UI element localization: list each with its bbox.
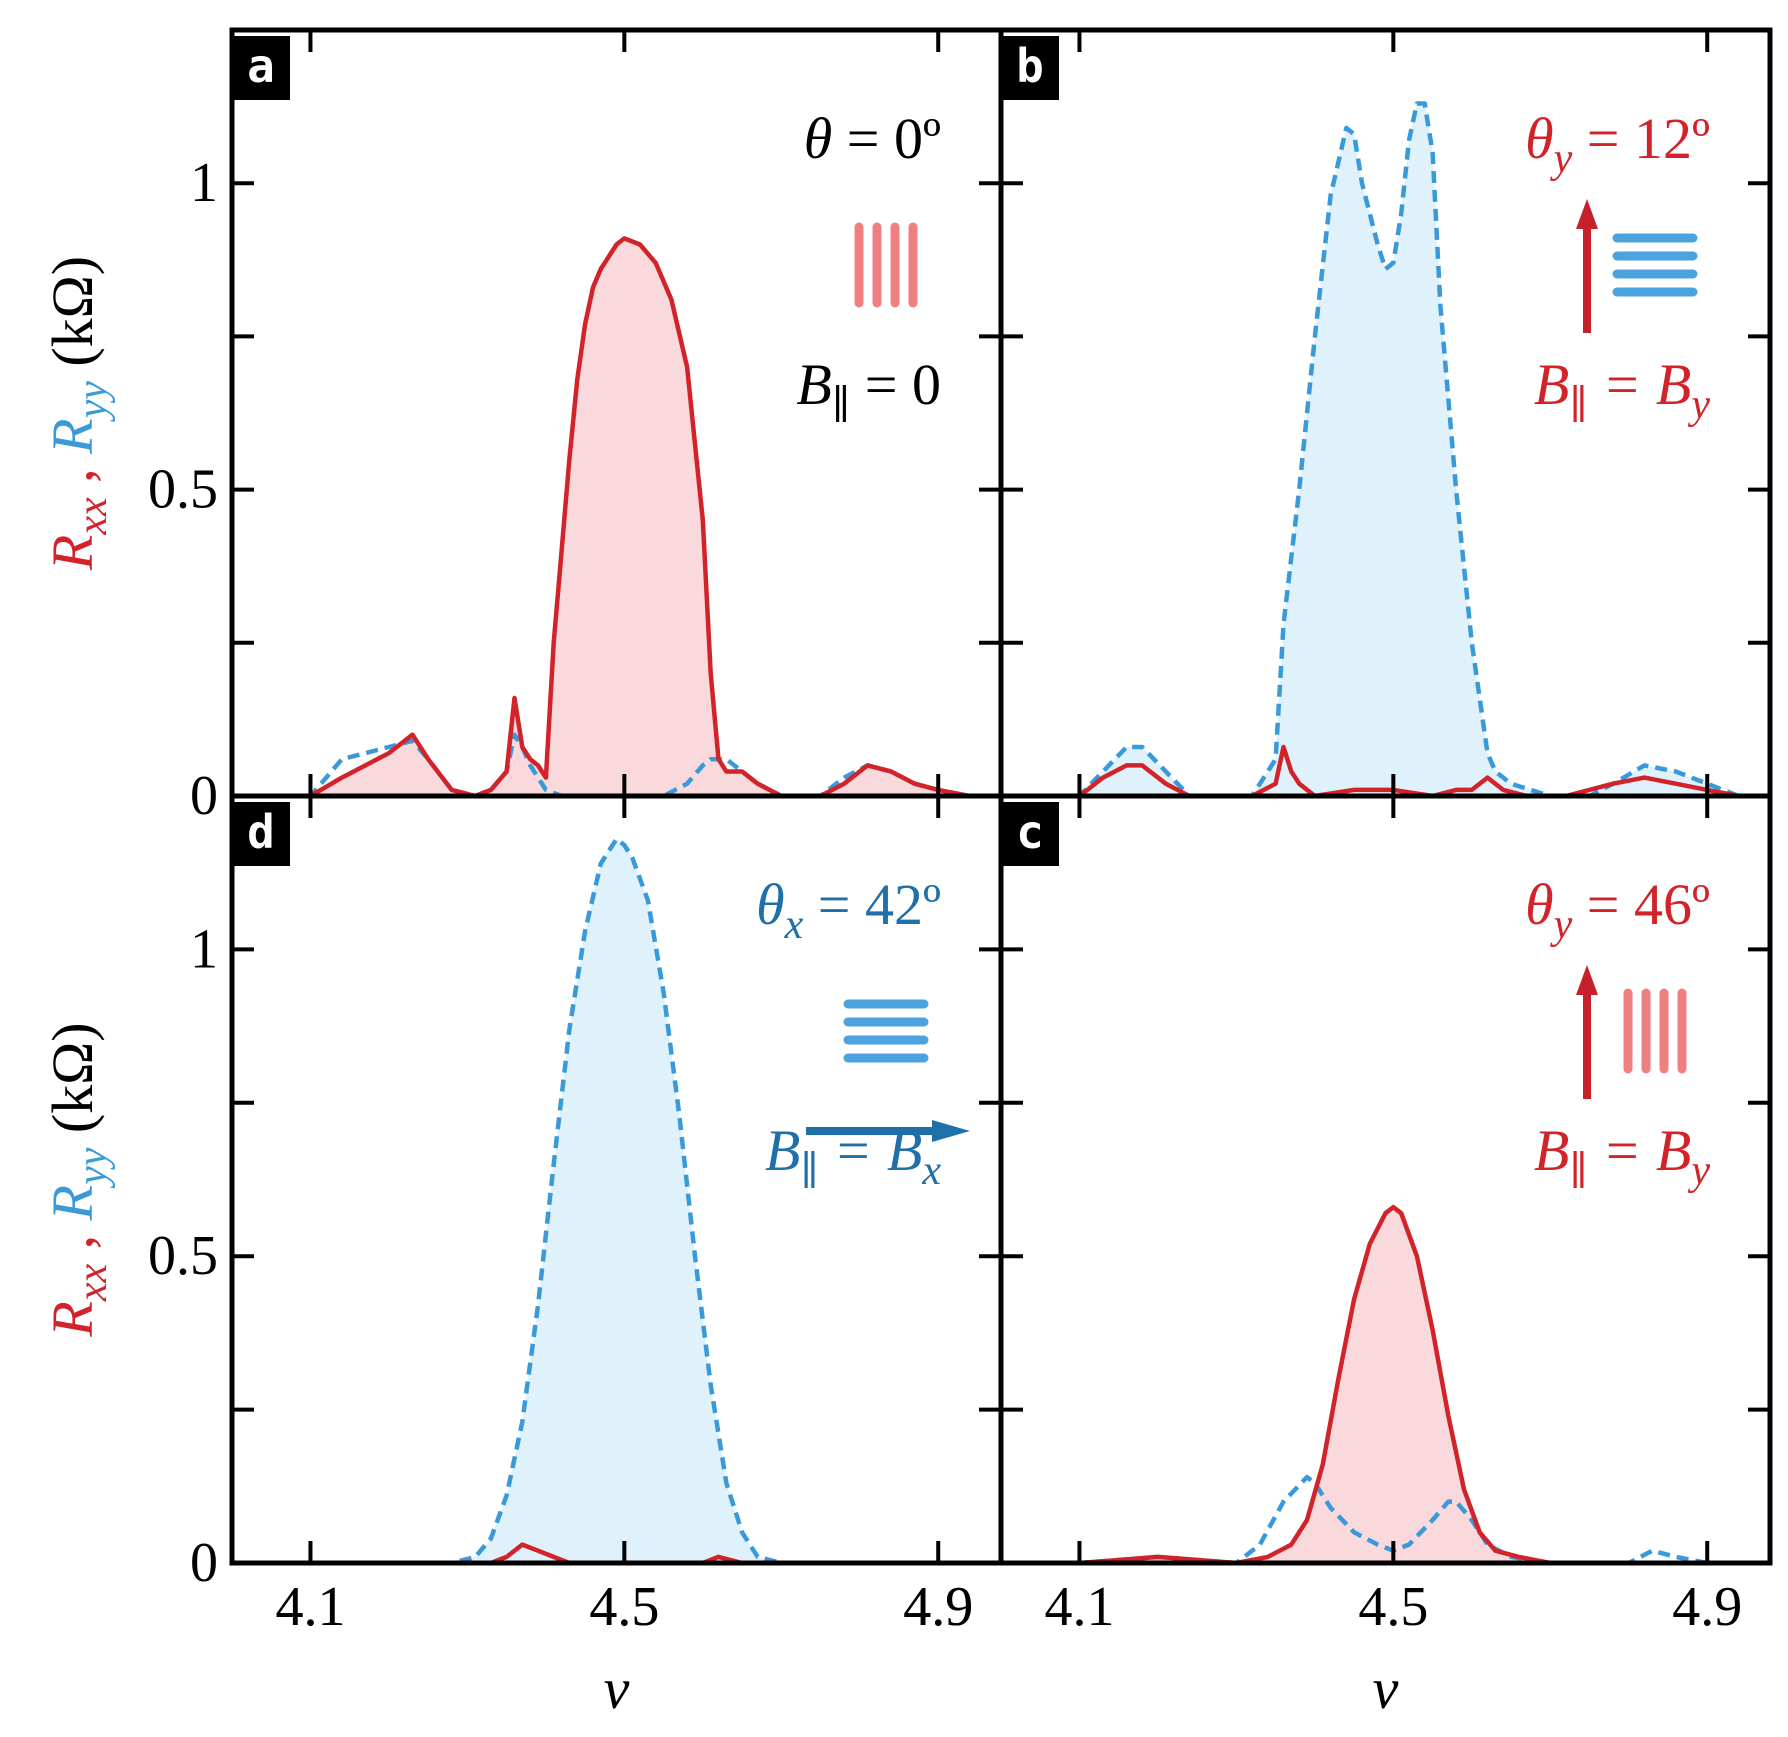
ryy-subscript: yy: [70, 381, 116, 423]
field-arrow-head: [932, 1120, 970, 1142]
theta-symbol: θ: [1525, 106, 1554, 171]
y-tick-label: 1: [190, 918, 218, 980]
parallel-subscript: ∥: [832, 382, 850, 427]
b-rhs-subscript: y: [1687, 1148, 1710, 1194]
area-fill-ryy: [1001, 103, 1770, 796]
y-tick-label: 0: [190, 765, 218, 827]
theta-symbol: θ: [756, 872, 785, 937]
theta-subscript: x: [784, 902, 804, 948]
ryy-symbol: R: [40, 1185, 105, 1221]
series-rxx-line: [232, 236, 1001, 796]
y-tick-label: 1: [190, 152, 218, 214]
parallel-subscript: ∥: [800, 1148, 818, 1193]
x-tick-label: 4.1: [275, 1576, 345, 1638]
b-symbol: B: [765, 1118, 800, 1183]
theta-annotation: θx = 42º: [756, 872, 941, 948]
area-fill-rxx: [232, 238, 1001, 796]
rxx-subscript: xx: [70, 1264, 116, 1303]
x-tick-label: 4.5: [589, 1576, 659, 1638]
series-ryy-line: [1001, 1474, 1770, 1563]
b-rhs-subscript: x: [921, 1148, 941, 1194]
area-fill-rxx: [1001, 1207, 1770, 1563]
data-layer: [1001, 1204, 1770, 1563]
theta-value: = 42º: [803, 872, 941, 937]
b-rhs: = 0: [850, 352, 941, 417]
rxx-symbol: R: [40, 535, 105, 571]
y-tick-label: 0: [190, 1532, 218, 1594]
theta-subscript: y: [1550, 902, 1573, 948]
x-axis-label: ν: [604, 1656, 630, 1721]
x-tick-label: 4.9: [903, 1576, 973, 1638]
b-rhs: = B: [1588, 352, 1692, 417]
b-parallel-annotation: B∥ = By: [1534, 352, 1711, 428]
x-tick-label: 4.5: [589, 1576, 659, 1638]
unit: (kΩ): [40, 1022, 105, 1147]
x-tick-label: 4.5: [1358, 1576, 1428, 1638]
rxx-symbol: R: [40, 1301, 105, 1337]
panel-badge: [232, 36, 290, 100]
b-parallel-annotation: B∥ = By: [1534, 1118, 1711, 1194]
x-tick-label: 4.9: [1672, 1576, 1742, 1638]
panel-badge-label: a: [247, 39, 275, 93]
b-rhs: = B: [1588, 1118, 1692, 1183]
parallel-subscript: ∥: [1569, 1148, 1587, 1193]
theta-value: = 0º: [832, 106, 941, 171]
y-axis-label-bottom: Rxx , Ryy (kΩ): [40, 1022, 116, 1337]
panel-badge-label: b: [1016, 39, 1044, 93]
series-ryy-line: [232, 836, 1001, 1563]
ryy-subscript: yy: [70, 1147, 116, 1189]
theta-subscript: y: [1550, 136, 1573, 182]
comma: ,: [40, 1220, 105, 1264]
panel-badge-label: c: [1016, 805, 1044, 859]
panel-badge: [1001, 36, 1059, 100]
b-parallel-annotation: B∥ = 0: [796, 352, 941, 427]
b-symbol: B: [796, 352, 831, 417]
unit: (kΩ): [40, 256, 105, 381]
panel-badge-label: d: [247, 805, 275, 859]
theta-symbol: θ: [804, 106, 833, 171]
y-axis-label-top: Rxx , Ryy (kΩ): [40, 256, 116, 571]
data-layer: [232, 236, 1001, 796]
area-fill-ryy: [232, 839, 1001, 1563]
field-arrow-head: [1576, 965, 1598, 995]
y-tick-label: 0.5: [148, 459, 218, 521]
y-tick-label: 0.5: [148, 1225, 218, 1287]
x-axis-label: ν: [1373, 1656, 1399, 1721]
x-tick-label: 4.1: [1044, 1576, 1114, 1638]
field-arrow-head: [1576, 199, 1598, 229]
comma: ,: [40, 454, 105, 498]
theta-value: = 12º: [1572, 106, 1710, 171]
theta-symbol: θ: [1525, 872, 1554, 937]
x-tick-label: 4.1: [275, 1576, 345, 1638]
rxx-subscript: xx: [70, 497, 116, 536]
b-symbol: B: [1534, 352, 1569, 417]
theta-annotation: θ = 0º: [804, 106, 941, 171]
b-rhs-subscript: y: [1687, 382, 1710, 428]
theta-annotation: θy = 12º: [1525, 106, 1710, 182]
b-symbol: B: [1534, 1118, 1569, 1183]
panel-badge: [1001, 802, 1059, 866]
theta-annotation: θy = 46º: [1525, 872, 1710, 948]
series-rxx-line: [1001, 1204, 1770, 1563]
panel-badge: [232, 802, 290, 866]
theta-value: = 46º: [1572, 872, 1710, 937]
ryy-symbol: R: [40, 418, 105, 454]
series-rxx-line: [1001, 744, 1770, 796]
data-layer: [1001, 101, 1770, 796]
x-tick-label: 4.9: [903, 1576, 973, 1638]
data-layer: [232, 836, 1001, 1563]
series-ryy-line: [1001, 101, 1770, 796]
parallel-subscript: ∥: [1569, 382, 1587, 427]
